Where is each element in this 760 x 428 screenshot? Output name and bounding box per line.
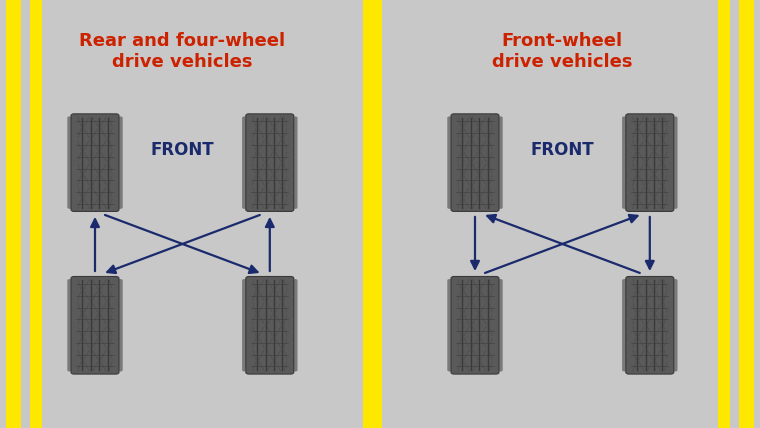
Text: Front-wheel
drive vehicles: Front-wheel drive vehicles <box>492 32 632 71</box>
FancyBboxPatch shape <box>68 279 80 372</box>
FancyBboxPatch shape <box>622 116 635 209</box>
Bar <box>718 0 730 428</box>
FancyBboxPatch shape <box>245 276 293 374</box>
FancyBboxPatch shape <box>245 114 293 211</box>
FancyBboxPatch shape <box>665 279 677 372</box>
FancyBboxPatch shape <box>285 279 297 372</box>
FancyBboxPatch shape <box>71 114 119 211</box>
FancyBboxPatch shape <box>110 279 122 372</box>
FancyBboxPatch shape <box>451 114 499 211</box>
Text: FRONT: FRONT <box>530 141 594 159</box>
FancyBboxPatch shape <box>242 116 255 209</box>
Text: Rear and four-wheel
drive vehicles: Rear and four-wheel drive vehicles <box>79 32 286 71</box>
FancyBboxPatch shape <box>448 279 460 372</box>
Text: FRONT: FRONT <box>150 141 214 159</box>
FancyBboxPatch shape <box>448 116 460 209</box>
Bar <box>363 0 382 428</box>
FancyBboxPatch shape <box>626 114 673 211</box>
FancyBboxPatch shape <box>626 276 673 374</box>
Bar <box>30 0 42 428</box>
FancyBboxPatch shape <box>68 116 80 209</box>
FancyBboxPatch shape <box>242 279 255 372</box>
FancyBboxPatch shape <box>451 276 499 374</box>
FancyBboxPatch shape <box>622 279 635 372</box>
Bar <box>739 0 754 428</box>
Bar <box>6 0 21 428</box>
FancyBboxPatch shape <box>285 116 297 209</box>
FancyBboxPatch shape <box>110 116 122 209</box>
FancyBboxPatch shape <box>665 116 677 209</box>
FancyBboxPatch shape <box>71 276 119 374</box>
FancyBboxPatch shape <box>490 279 502 372</box>
FancyBboxPatch shape <box>490 116 502 209</box>
